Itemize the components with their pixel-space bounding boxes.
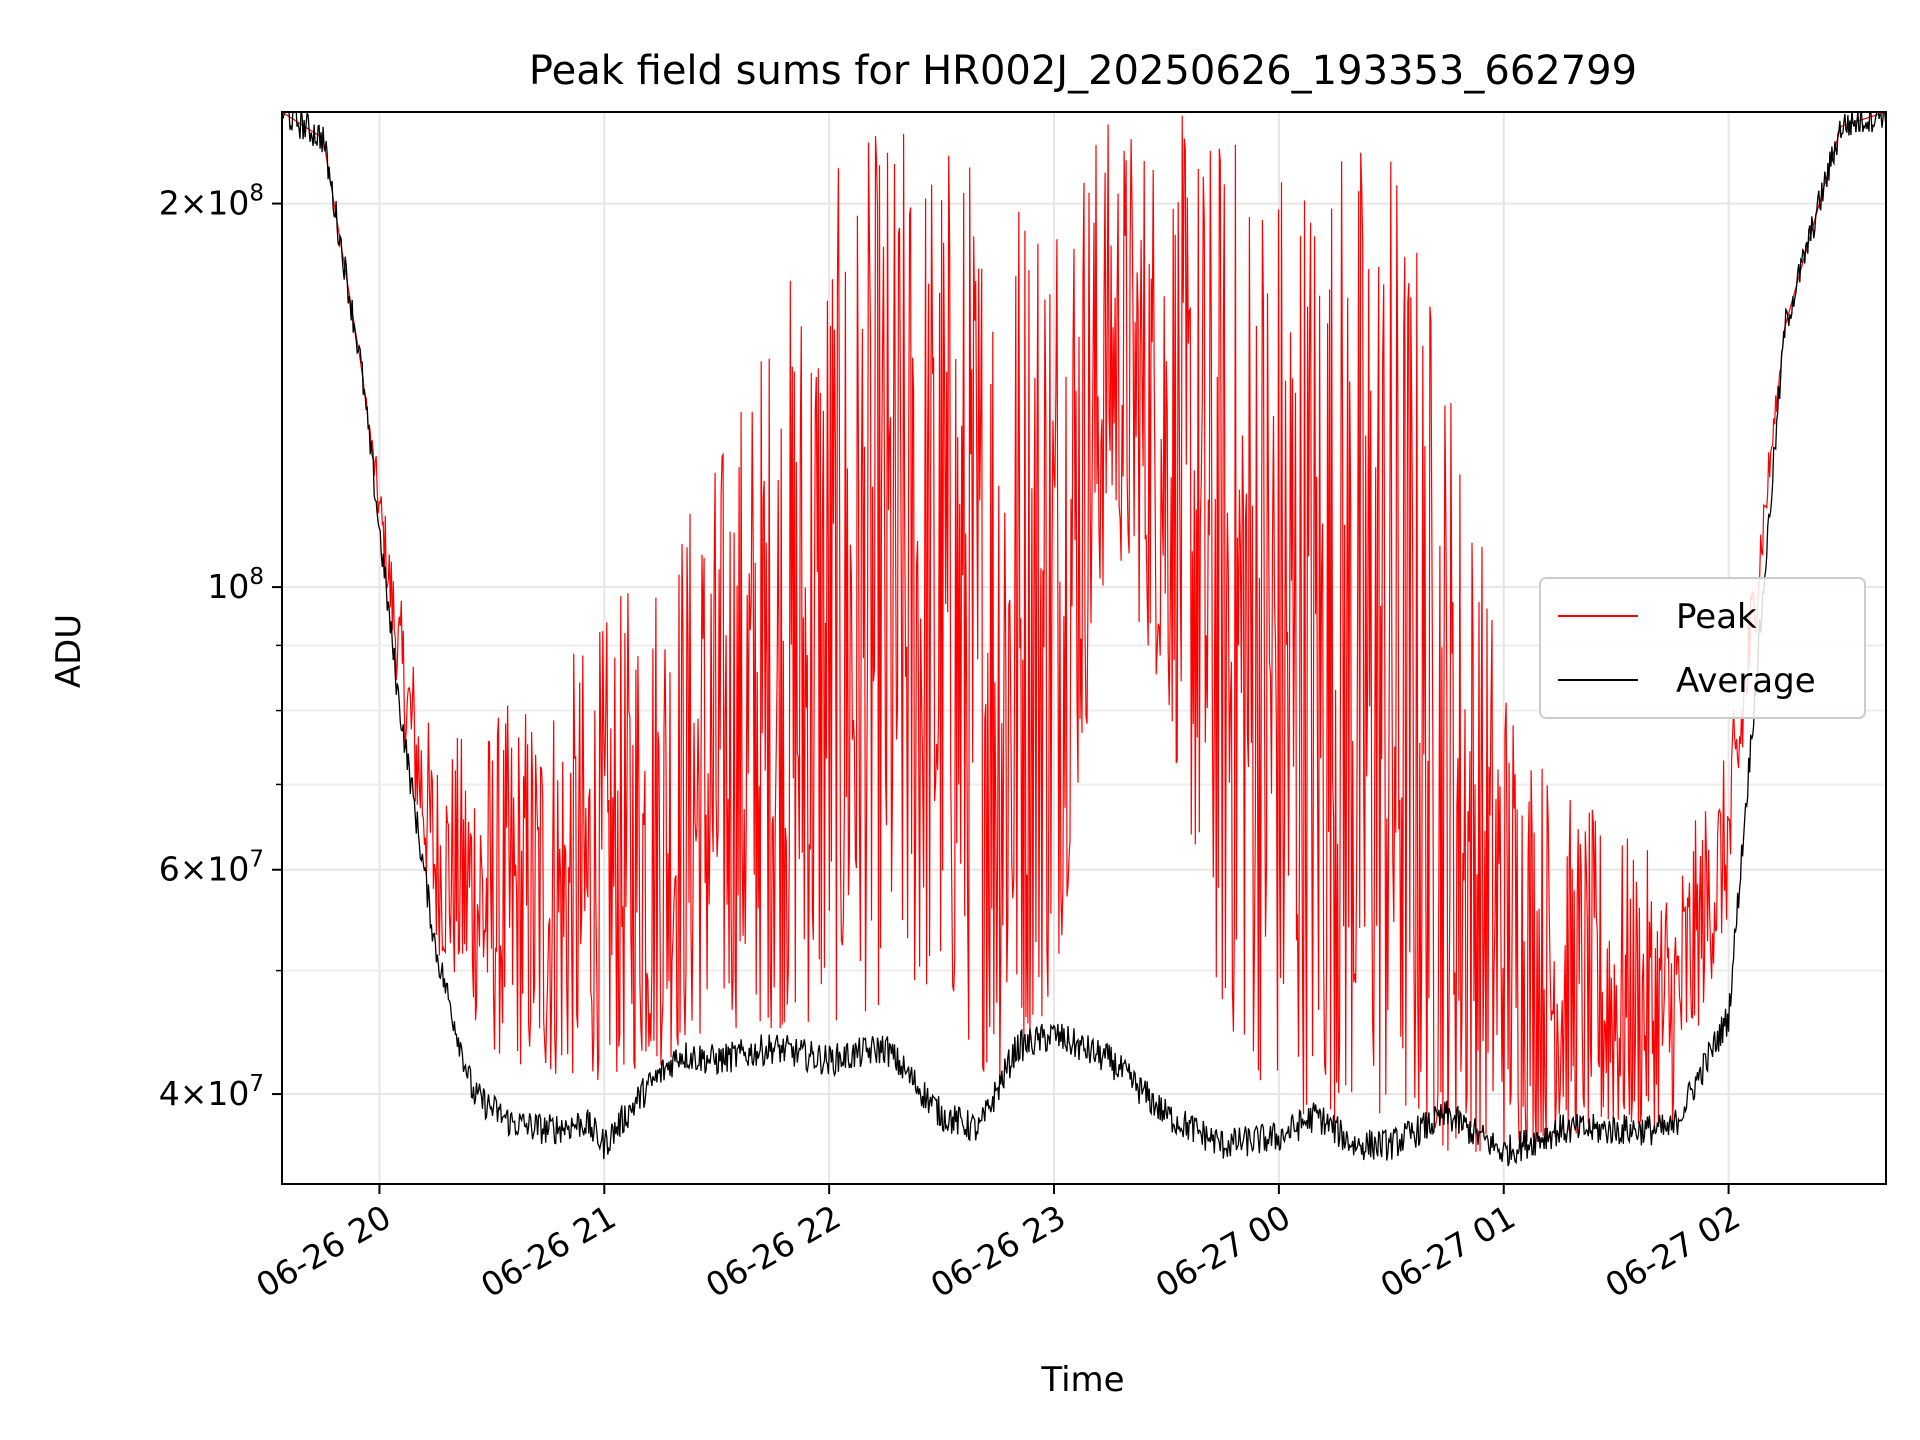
plot-area bbox=[282, 112, 1886, 1167]
y-tick-label: 6×107 bbox=[159, 847, 264, 889]
axes-frame bbox=[281, 111, 1887, 1185]
legend: Peak Average bbox=[1539, 577, 1866, 719]
y-tick-label: 4×107 bbox=[159, 1071, 264, 1113]
y-tick-label: 2×108 bbox=[159, 181, 264, 223]
y-axis: 4×107 6×107 108 2×108 bbox=[159, 181, 282, 1113]
average-series-line bbox=[282, 112, 1886, 1167]
y-axis-label: ADU bbox=[49, 614, 89, 688]
y-tick-label: 108 bbox=[207, 564, 264, 606]
legend-label-peak: Peak bbox=[1676, 597, 1757, 637]
legend-label-average: Average bbox=[1676, 661, 1816, 701]
x-axis-label: Time bbox=[1040, 1360, 1124, 1400]
legend-box bbox=[1539, 577, 1866, 719]
peak-series-line bbox=[282, 112, 1886, 1152]
chart-title: Peak field sums for HR002J_20250626_1933… bbox=[529, 48, 1637, 94]
